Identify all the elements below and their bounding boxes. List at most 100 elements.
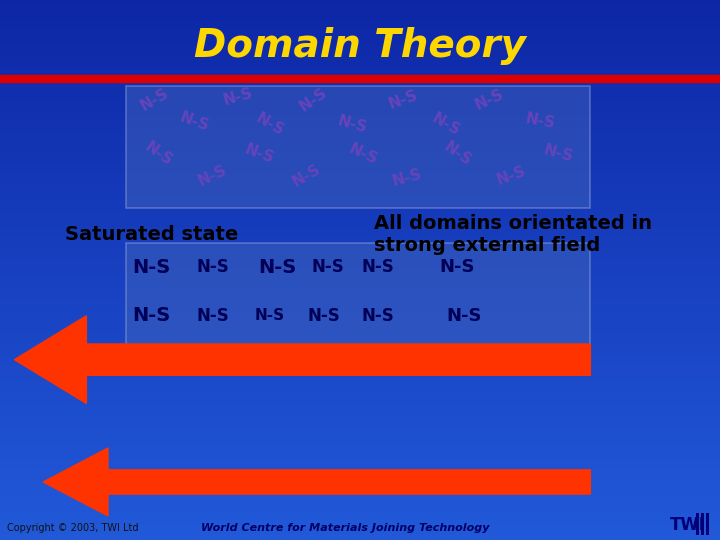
Bar xyxy=(0,467,720,470)
Bar xyxy=(0,3,720,5)
Bar xyxy=(0,529,720,532)
Bar xyxy=(0,386,720,389)
Bar xyxy=(0,232,720,235)
Bar xyxy=(0,364,720,367)
Bar xyxy=(0,65,720,68)
Bar xyxy=(0,16,720,19)
Bar xyxy=(0,103,720,105)
Bar xyxy=(0,383,720,386)
Bar xyxy=(0,354,720,356)
Bar xyxy=(0,475,720,478)
Bar xyxy=(0,451,720,454)
Bar xyxy=(0,213,720,216)
Bar xyxy=(0,338,720,340)
Bar xyxy=(0,362,720,364)
Bar xyxy=(0,94,720,97)
Bar xyxy=(0,405,720,408)
Text: All domains orientated in
strong external field: All domains orientated in strong externa… xyxy=(374,214,652,255)
Bar xyxy=(0,148,720,151)
Bar xyxy=(0,327,720,329)
Bar xyxy=(0,489,720,491)
Bar xyxy=(126,86,590,208)
Bar xyxy=(0,146,720,148)
Bar xyxy=(0,470,720,472)
Bar xyxy=(0,275,720,278)
Text: N-S: N-S xyxy=(387,87,420,112)
Bar xyxy=(0,43,720,46)
Text: N-S: N-S xyxy=(253,110,287,138)
Bar xyxy=(0,5,720,8)
Bar xyxy=(0,132,720,135)
Bar xyxy=(0,178,720,181)
Bar xyxy=(0,521,720,524)
Bar xyxy=(0,505,720,508)
Bar xyxy=(0,256,720,259)
Text: N-S: N-S xyxy=(142,139,175,168)
Bar xyxy=(0,108,720,111)
Bar xyxy=(0,119,720,122)
Bar xyxy=(0,22,720,24)
Bar xyxy=(0,340,720,343)
Bar xyxy=(0,24,720,27)
Text: N-S: N-S xyxy=(196,258,229,276)
Text: N-S: N-S xyxy=(297,85,330,114)
Text: N-S: N-S xyxy=(138,86,171,114)
Bar xyxy=(0,62,720,65)
Bar xyxy=(0,14,720,16)
Text: N-S: N-S xyxy=(473,87,506,113)
Bar xyxy=(0,154,720,157)
Bar xyxy=(0,516,720,518)
Bar xyxy=(0,167,720,170)
Bar xyxy=(0,462,720,464)
Bar xyxy=(0,397,720,400)
Bar xyxy=(0,348,720,351)
Bar xyxy=(0,524,720,526)
Bar xyxy=(0,92,720,94)
Bar xyxy=(0,459,720,462)
Bar xyxy=(0,532,720,535)
Bar xyxy=(0,186,720,189)
Text: World Centre for Materials Joining Technology: World Centre for Materials Joining Techn… xyxy=(202,523,490,533)
Bar xyxy=(0,526,720,529)
Bar xyxy=(0,292,720,294)
Text: N-S: N-S xyxy=(311,258,344,276)
Bar xyxy=(0,227,720,229)
Bar xyxy=(0,410,720,413)
Bar xyxy=(0,76,720,78)
Bar xyxy=(0,510,720,513)
Bar xyxy=(0,394,720,397)
Bar xyxy=(0,508,720,510)
Text: N-S: N-S xyxy=(439,258,475,276)
Bar xyxy=(0,216,720,219)
Bar xyxy=(0,321,720,324)
Bar xyxy=(0,170,720,173)
FancyArrow shape xyxy=(43,448,590,516)
Bar xyxy=(0,184,720,186)
Bar xyxy=(0,535,720,537)
Bar xyxy=(0,159,720,162)
Text: N-S: N-S xyxy=(132,306,171,326)
Bar xyxy=(0,40,720,43)
Bar xyxy=(0,537,720,540)
Bar xyxy=(0,192,720,194)
Bar xyxy=(0,197,720,200)
Bar xyxy=(0,8,720,11)
Bar xyxy=(0,494,720,497)
Bar xyxy=(126,243,590,348)
Bar xyxy=(0,389,720,392)
Bar xyxy=(0,392,720,394)
Bar xyxy=(0,35,720,38)
Bar xyxy=(0,173,720,176)
Bar xyxy=(0,448,720,451)
Bar xyxy=(0,138,720,140)
Bar xyxy=(0,265,720,267)
Bar xyxy=(0,11,720,14)
Text: N-S: N-S xyxy=(541,143,575,165)
Bar xyxy=(0,248,720,251)
Bar xyxy=(0,124,720,127)
Bar xyxy=(0,370,720,373)
Bar xyxy=(0,427,720,429)
Bar xyxy=(0,373,720,375)
Bar xyxy=(0,205,720,208)
Bar xyxy=(0,246,720,248)
